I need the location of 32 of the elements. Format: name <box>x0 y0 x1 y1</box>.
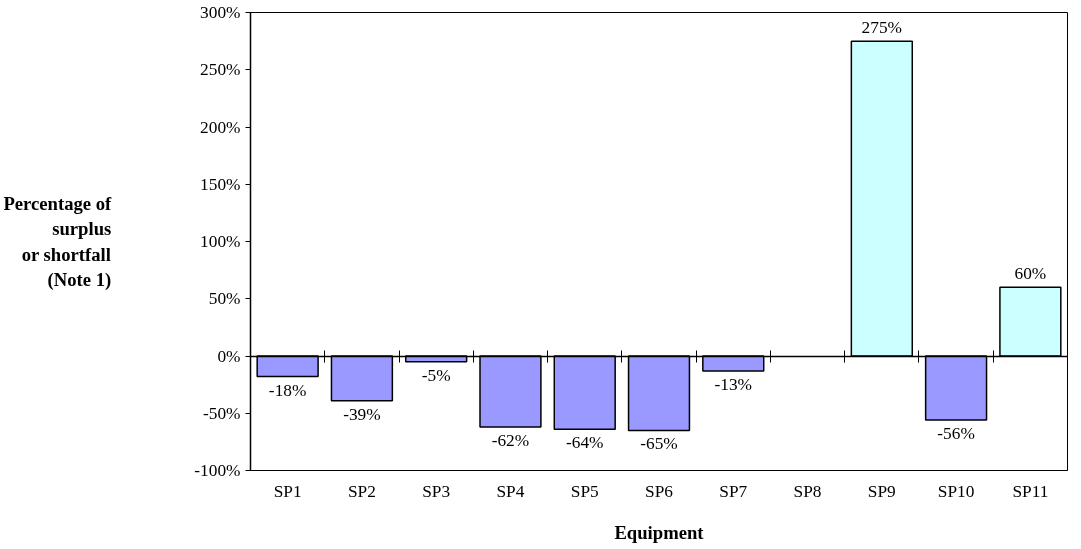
x-tick-label: SP11 <box>1012 481 1049 501</box>
y-tick-label: 50% <box>208 289 241 309</box>
y-tick-label: 100% <box>200 232 241 251</box>
data-label: -65% <box>640 434 678 454</box>
y-tick-label: -50% <box>202 403 241 423</box>
x-axis-title: Equipment <box>614 521 705 543</box>
data-label: -18% <box>268 380 307 400</box>
data-label: -39% <box>343 404 381 424</box>
y-tick-label: -100% <box>194 461 241 480</box>
x-tick-label: SP8 <box>793 481 822 501</box>
x-tick-label: SP2 <box>347 481 376 501</box>
data-label: -62% <box>491 430 530 450</box>
x-tick-label: SP6 <box>645 481 674 501</box>
y-tick-label: 200% <box>200 117 241 137</box>
data-label: -64% <box>565 433 604 453</box>
y-axis-title: Percentage of surplus or shortfall (Note 1) <box>3 193 113 291</box>
x-tick-label: SP3 <box>422 481 451 501</box>
data-label: 275% <box>861 18 903 38</box>
x-tick-label: SP4 <box>496 481 525 501</box>
y-tick-label: 250% <box>200 60 241 80</box>
x-tick-label: SP9 <box>867 481 896 501</box>
y-tick-label: 0% <box>217 346 241 366</box>
x-tick-label: SP1 <box>273 481 302 501</box>
x-tick-label: SP10 <box>937 481 975 501</box>
x-tick-label: SP7 <box>719 481 748 501</box>
data-label: -5% <box>421 365 451 385</box>
y-tick-label: 150% <box>200 174 241 194</box>
data-label: -56% <box>937 424 975 444</box>
data-label: 60% <box>1014 264 1047 284</box>
y-tick-label: 300% <box>200 3 241 22</box>
data-label: -13% <box>714 374 753 394</box>
x-tick-label: SP5 <box>570 481 599 501</box>
